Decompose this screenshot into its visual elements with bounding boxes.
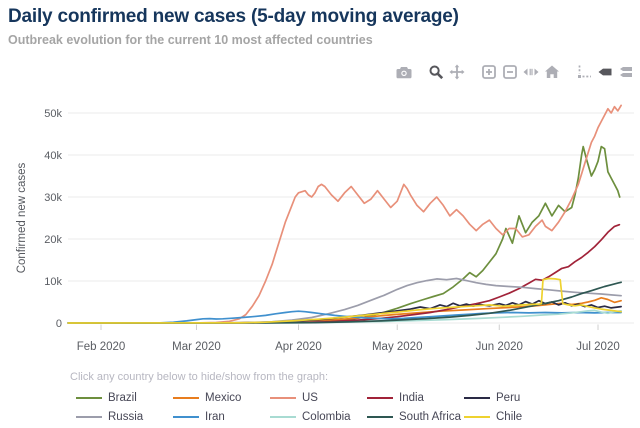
y-tick-label: 20k — [44, 234, 62, 246]
legend-item-us[interactable]: US — [270, 388, 367, 407]
series-line-brazil[interactable] — [67, 145, 621, 324]
x-tick-label: Jul 2020 — [576, 341, 619, 353]
x-tick-label: Feb 2020 — [77, 341, 126, 353]
legend-item-colombia[interactable]: Colombia — [270, 407, 367, 426]
series-line-chile[interactable] — [67, 277, 622, 324]
legend-item-iran[interactable]: Iran — [173, 407, 270, 426]
legend-swatch — [76, 396, 102, 399]
zoom-out-icon[interactable] — [502, 64, 518, 80]
series-line-india[interactable] — [67, 223, 621, 324]
plotly-modebar — [380, 64, 634, 80]
legend-label: Brazil — [108, 391, 137, 404]
x-tick-label: May 2020 — [372, 341, 423, 353]
legend-note: Click any country below to hide/show fro… — [70, 371, 329, 383]
legend-swatch — [270, 415, 296, 418]
legend-item-russia[interactable]: Russia — [76, 407, 173, 426]
modebar-group — [423, 64, 465, 80]
legend-item-south-africa[interactable]: South Africa — [367, 407, 464, 426]
x-tick-label: Apr 2020 — [275, 341, 322, 353]
legend-label: Iran — [205, 410, 225, 423]
legend-swatch — [367, 396, 393, 399]
series-line-south-africa[interactable] — [67, 281, 622, 324]
series-line-us[interactable] — [67, 104, 622, 324]
legend-item-india[interactable]: India — [367, 388, 464, 407]
legend-swatch — [270, 396, 296, 399]
legend-item-brazil[interactable]: Brazil — [76, 388, 173, 407]
y-tick-label: 50k — [44, 108, 62, 120]
y-tick-label: 30k — [44, 192, 62, 204]
page-title: Daily confirmed new cases (5-day moving … — [8, 6, 459, 27]
x-tick-label: Mar 2020 — [172, 341, 221, 353]
series-line-iran[interactable] — [67, 310, 622, 324]
legend-item-chile[interactable]: Chile — [464, 407, 561, 426]
legend-label: Colombia — [302, 410, 351, 423]
legend-label: Russia — [108, 410, 144, 423]
zoom-icon[interactable] — [428, 64, 444, 80]
legend-swatch — [173, 396, 199, 399]
series-line-russia[interactable] — [67, 277, 622, 324]
y-tick-label: 40k — [44, 150, 62, 162]
legend-item-peru[interactable]: Peru — [464, 388, 561, 407]
legend-label: US — [302, 391, 318, 404]
legend-swatch — [367, 415, 393, 418]
zoom-in-icon[interactable] — [481, 64, 497, 80]
legend-swatch — [464, 396, 490, 399]
autoscale-icon[interactable] — [523, 64, 539, 80]
hover-compare-icon[interactable] — [618, 64, 634, 80]
home-icon[interactable] — [544, 64, 560, 80]
legend: Brazil Mexico US India Peru Russia Iran Colombi… — [76, 388, 561, 426]
y-tick-label: 0 — [56, 318, 62, 330]
legend-label: South Africa — [399, 410, 462, 423]
y-axis-title: Confirmed new cases — [16, 162, 28, 274]
legend-label: India — [399, 391, 424, 404]
spikelines-icon[interactable] — [576, 64, 592, 80]
y-tick-label: 10k — [44, 276, 62, 288]
legend-swatch — [76, 415, 102, 418]
modebar-group — [571, 64, 634, 80]
legend-item-mexico[interactable]: Mexico — [173, 388, 270, 407]
modebar-group — [476, 64, 560, 80]
hover-closest-icon[interactable] — [597, 64, 613, 80]
x-tick-label: Jun 2020 — [476, 341, 523, 353]
legend-label: Peru — [496, 391, 521, 404]
legend-label: Chile — [496, 410, 523, 423]
legend-label: Mexico — [205, 391, 242, 404]
camera-icon[interactable] — [396, 64, 412, 80]
legend-swatch — [173, 415, 199, 418]
page-subtitle: Outbreak evolution for the current 10 mo… — [8, 33, 373, 47]
pan-icon[interactable] — [449, 64, 465, 80]
modebar-group — [391, 64, 412, 80]
legend-swatch — [464, 415, 490, 418]
